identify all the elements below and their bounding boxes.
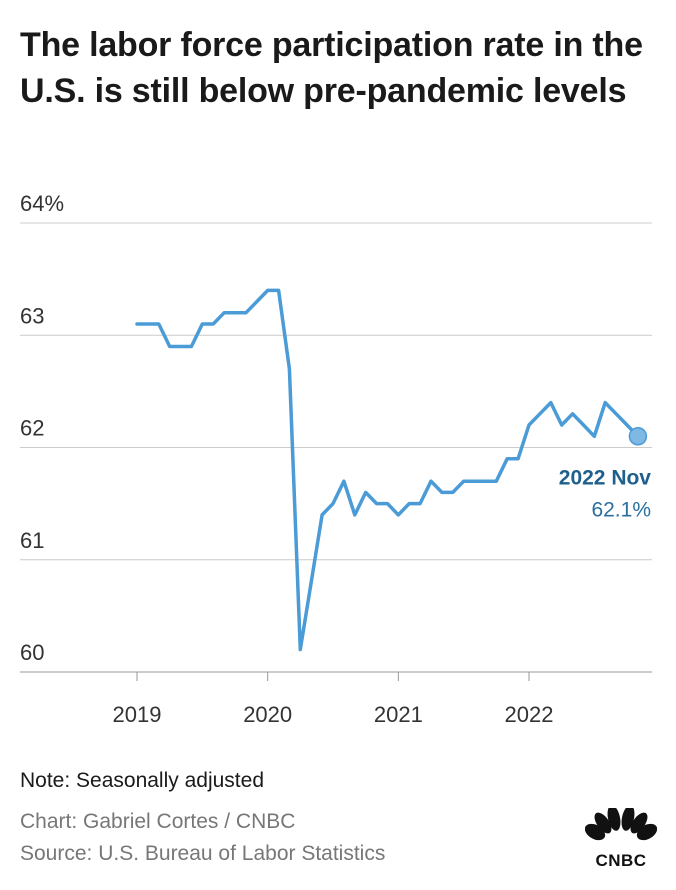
series-group — [135, 288, 640, 652]
gridlines — [20, 222, 652, 673]
last-point-marker — [628, 427, 648, 446]
series-line — [135, 288, 640, 652]
chart-note: Note: Seasonally adjusted — [20, 769, 264, 792]
annotation-group: 2022 Nov 62.1% — [559, 427, 652, 521]
y-tick-label-63: 63 — [20, 303, 44, 328]
y-tick-label-60: 60 — [20, 640, 44, 665]
x-tick-label-2019: 2019 — [113, 702, 162, 727]
annotation-value-label: 62.1% — [591, 498, 651, 521]
x-tick-label-2021: 2021 — [374, 702, 423, 727]
chart-source: Source: U.S. Bureau of Labor Statistics — [20, 842, 386, 865]
x-tick-label-2020: 2020 — [243, 702, 292, 727]
x-axis: 2019 2020 2021 2022 — [113, 672, 554, 727]
y-tick-label-61: 61 — [20, 528, 44, 553]
cnbc-logo-icon: CNBC — [585, 808, 657, 870]
y-tick-label-64: 64% — [20, 191, 64, 216]
chart-credit: Chart: Gabriel Cortes / CNBC — [20, 810, 296, 833]
y-axis-ticks: 64% 63 62 61 60 — [20, 191, 64, 665]
chart-title: The labor force participation rate in th… — [20, 26, 643, 110]
x-tick-label-2022: 2022 — [505, 702, 554, 727]
annotation-date-label: 2022 Nov — [559, 466, 652, 489]
logo-text: CNBC — [595, 851, 646, 870]
y-tick-label-62: 62 — [20, 416, 44, 441]
